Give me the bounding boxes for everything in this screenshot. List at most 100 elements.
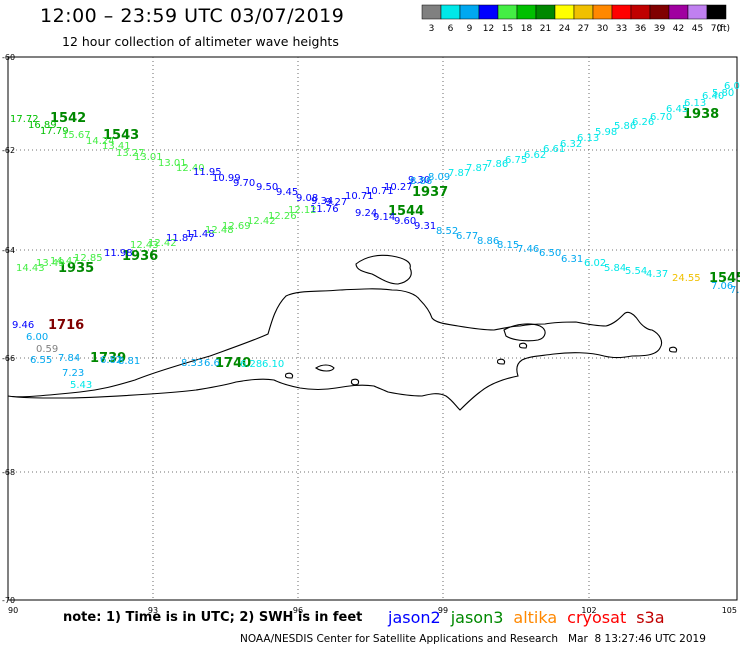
wave-height-label: 4.37 [646,269,668,280]
legend-satellite-altika: altika [513,608,557,627]
wave-height-label: 12.12 [288,205,317,216]
colorbar-swatch [555,5,574,19]
wave-height-label: 6.02 [584,258,606,269]
wave-height-label: 7.46 [517,244,539,255]
colorbar-swatch [574,5,593,19]
lat-label: -60 [2,53,15,62]
wave-height-label: 9.31 [414,221,436,232]
colorbar-tick-label: 39 [654,24,666,34]
wave-height-map: 3 6 9 12 15 18 21 24 27 30 33 36 39 42 45 70(ft) 90 93 96… [0,0,740,650]
lat-label: -62 [2,146,15,155]
wave-height-label: 12.85 [74,253,103,264]
wave-height-label: 6.50 [539,248,561,259]
colorbar-swatch [688,5,707,19]
wave-height-label: 8.52 [436,226,458,237]
ice-island-small-5 [519,343,526,348]
colorbar-tick-label: 15 [502,24,513,34]
wave-height-label: 8.15 [497,240,519,251]
ice-island-small-2 [351,379,358,385]
colorbar-swatch [631,5,650,19]
ice-island-east [504,324,545,341]
wave-height-label: 6.55 [30,355,52,366]
wave-height-label: 9.60 [394,216,416,227]
wave-height-label: 7.84 [58,353,80,364]
pass-label: 1716 [48,318,84,333]
colorbar-tick-label: 21 [540,24,551,34]
wave-height-label: 9.46 [12,320,34,331]
legend-satellite-jason3: jason3 [451,608,504,627]
wave-height-label: 8.81 [118,356,140,367]
legend-satellite-s3a: s3a [636,608,664,627]
wave-height-label: 6.6 [204,358,220,369]
footer-credit: NOAA/NESDIS Center for Satellite Applica… [240,633,706,645]
colorbar-swatch [422,5,441,19]
lat-label: -68 [2,468,15,477]
ice-island-small-1 [316,365,334,371]
legend-satellite-cryosat: cryosat [567,608,626,627]
ice-island-north [356,255,411,284]
wave-height-label: 9.45 [276,187,298,198]
wave-height-label: 8.86 [477,236,499,247]
legend-satellite-jason2: jason2 [388,608,441,627]
colorbar-swatch [536,5,555,19]
colorbar: 3 6 9 12 15 18 21 24 27 30 33 36 39 42 45 70(ft) [422,5,730,34]
ice-island-small-6 [669,347,676,352]
footer-note: note: 1) Time is in UTC; 2) SWH is in fe… [63,610,362,625]
ice-island-small-3 [285,373,292,378]
coastline-main [8,289,662,410]
colorbar-tick-label: 6 [448,24,454,34]
colorbar-swatch [441,5,460,19]
wave-height-label: 6.28 [240,359,262,370]
colorbar-swatch [650,5,669,19]
colorbar-swatch [707,5,726,19]
colorbar-swatch [593,5,612,19]
wave-height-label: 6.77 [456,231,478,242]
wave-height-label: 5.43 [70,380,92,391]
wave-height-label: 6.00 [26,332,48,343]
wave-height-label: 9.14 [373,212,395,223]
colorbar-tick-label: 12 [483,24,494,34]
colorbar-swatch [669,5,688,19]
colorbar-tick-label: 36 [635,24,647,34]
wave-height-label: 9.50 [256,182,278,193]
ice-island-small-4 [497,359,504,364]
colorbar-tick-label: 33 [616,24,627,34]
wave-height-label: 6.31 [561,254,583,265]
wave-height-label: 0.59 [36,344,58,355]
colorbar-tick-label: 24 [559,24,571,34]
lat-label: -64 [2,246,15,255]
wave-height-label: 11.98 [104,248,133,259]
wave-height-label: 8.33 [181,358,203,369]
wave-height-label: 9.70 [233,178,255,189]
colorbar-tick-label: 27 [578,24,589,34]
wave-height-label: 7.87 [466,163,488,174]
colorbar-tick-label: 18 [521,24,533,34]
colorbar-swatch [612,5,631,19]
colorbar-tick-label: 42 [673,24,684,34]
colorbar-tick-label: 9 [467,24,473,34]
colorbar-tick-label: 45 [692,24,703,34]
wave-height-label: 8.09 [428,172,450,183]
colorbar-swatch [479,5,498,19]
lat-label: -70 [2,596,15,605]
wave-height-label: 5.54 [625,266,647,277]
lon-label: 90 [8,606,18,615]
pass-label: 1937 [412,185,448,200]
wave-height-label: 6.10 [262,359,284,370]
colorbar-tick-label: 30 [597,24,609,34]
wave-height-label: 7.23 [62,368,84,379]
pass-label: 1938 [683,107,719,122]
satellite-legend: jason2 jason3 altika cryosat s3a [388,608,675,627]
colorbar-swatch [517,5,536,19]
colorbar-unit: (ft) [716,24,730,34]
colorbar-tick-label: 3 [429,24,435,34]
wave-height-label: 5.84 [604,263,626,274]
colorbar-swatch [460,5,479,19]
colorbar-swatch [498,5,517,19]
wave-height-label: 6.07 [724,81,740,92]
lat-label: -66 [2,354,15,363]
wave-height-label: 24.55 [672,273,701,284]
antarctic-coastline [8,255,677,410]
wave-height-label: 7.33 [730,285,740,296]
lon-label: 105 [722,606,737,615]
